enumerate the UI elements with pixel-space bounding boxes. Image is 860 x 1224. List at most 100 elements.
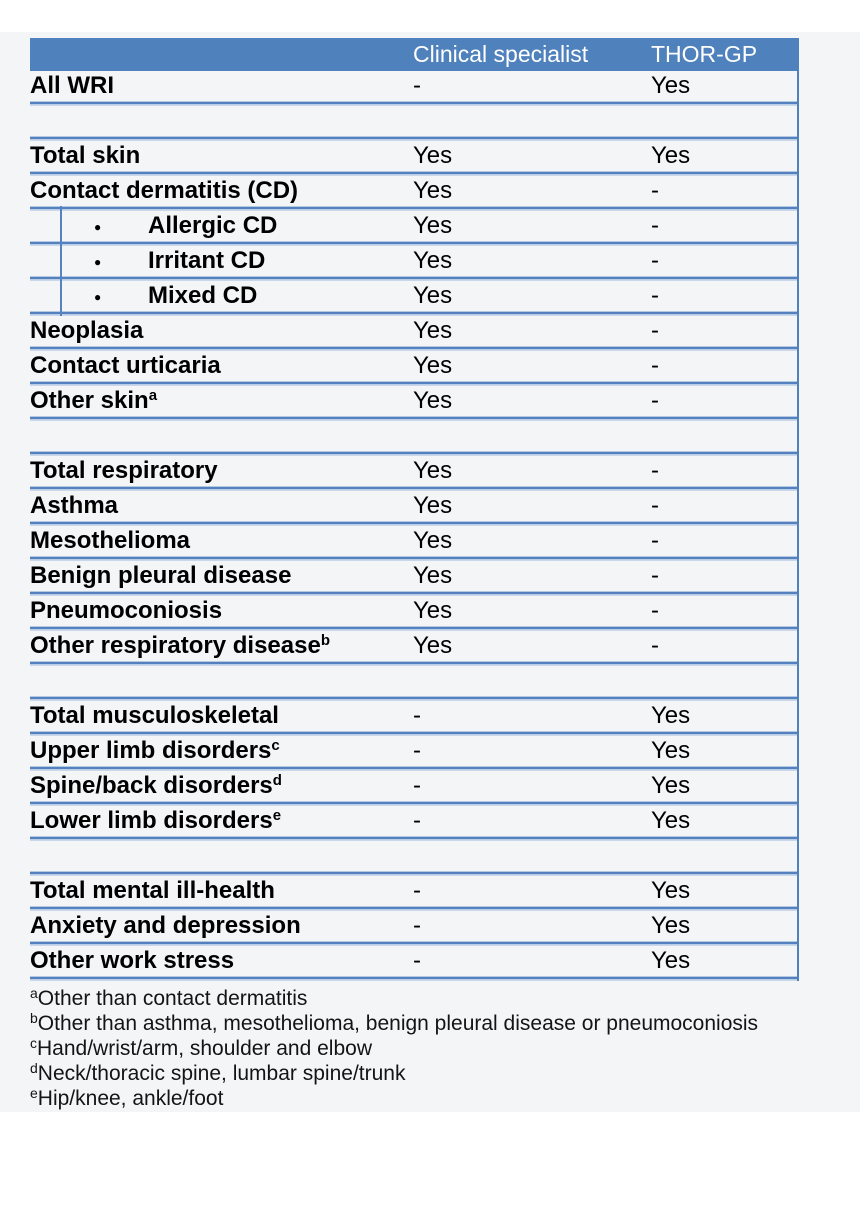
clinical-specialist-value: Yes: [413, 212, 453, 239]
bullet-icon: ●: [94, 255, 102, 269]
table-row: Other respiratory diseaseb Yes -: [30, 631, 797, 661]
row-divider: [30, 381, 797, 386]
thor-gp-value: Yes: [651, 772, 691, 799]
row-divider: [30, 171, 797, 176]
row-label-cell: Spine/back disordersd: [30, 771, 402, 801]
row-label-cell: [30, 666, 402, 696]
row-divider: [30, 416, 797, 421]
clinical-specialist-value: [402, 106, 635, 136]
row-divider: [30, 206, 797, 211]
row-label-cell: Mesothelioma: [30, 526, 402, 556]
label-superscript: b: [320, 632, 330, 649]
clinical-specialist-value: [402, 666, 635, 696]
footnote: aOther than contact dermatitis: [30, 985, 758, 1011]
row-label: Lower limb disorders: [30, 807, 273, 834]
thor-gp-value: -: [651, 457, 659, 484]
thor-gp-value: [635, 666, 797, 696]
row-divider: [30, 346, 797, 351]
table-row: All WRI - Yes: [30, 71, 797, 101]
row-label-cell: Neoplasia: [30, 316, 402, 346]
thor-gp-value: -: [651, 247, 659, 274]
footnote-text: Hand/wrist/arm, shoulder and elbow: [37, 1037, 372, 1060]
row-label-cell: Total mental ill-health: [30, 876, 402, 906]
clinical-specialist-value: -: [413, 807, 421, 834]
clinical-specialist-value: Yes: [413, 597, 453, 624]
clinical-specialist-value: -: [413, 772, 421, 799]
table-row: [30, 666, 797, 696]
row-divider: [30, 836, 797, 841]
row-label: Total musculoskeletal: [30, 702, 279, 729]
table-row: Benign pleural disease Yes -: [30, 561, 797, 591]
thor-gp-value: Yes: [651, 737, 691, 764]
row-divider: [30, 976, 797, 981]
clinical-specialist-value: [402, 421, 635, 451]
footnote-text: Neck/thoracic spine, lumbar spine/trunk: [37, 1062, 406, 1085]
column-header-condition: [30, 38, 402, 71]
row-label: Benign pleural disease: [30, 562, 292, 589]
table-row: [30, 841, 797, 871]
label-superscript: a: [148, 387, 158, 404]
footnote-marker: b: [30, 1010, 38, 1026]
table-row: Total mental ill-health - Yes: [30, 876, 797, 906]
row-label: Total skin: [30, 142, 141, 169]
label-superscript: c: [271, 737, 280, 754]
thor-gp-value: -: [651, 562, 659, 589]
table-row: Total skin Yes Yes: [30, 141, 797, 171]
clinical-specialist-value: Yes: [413, 527, 453, 554]
clinical-specialist-value: -: [413, 702, 421, 729]
table-row: [30, 106, 797, 136]
thor-gp-value: Yes: [651, 72, 691, 99]
footnotes: aOther than contact dermatitis bOther th…: [30, 985, 758, 1111]
row-label-cell: Pneumoconiosis: [30, 596, 402, 626]
row-divider: [30, 766, 797, 771]
footnote-marker: c: [30, 1035, 37, 1051]
table-row: Upper limb disordersc - Yes: [30, 736, 797, 766]
table-row: Pneumoconiosis Yes -: [30, 596, 797, 626]
table-row: Other skina Yes -: [30, 386, 797, 416]
thor-gp-value: -: [651, 317, 659, 344]
row-label-cell: Upper limb disordersc: [30, 736, 402, 766]
row-divider: [30, 661, 797, 666]
row-label: Asthma: [30, 492, 119, 519]
row-divider: [30, 941, 797, 946]
clinical-specialist-value: Yes: [413, 317, 453, 344]
footnote: eHip/knee, ankle/foot: [30, 1085, 758, 1111]
thor-gp-value: -: [651, 352, 659, 379]
row-divider: [30, 241, 797, 246]
thor-gp-value: [635, 421, 797, 451]
row-label-cell: ● Mixed CD: [30, 281, 402, 311]
thor-gp-value: Yes: [651, 947, 691, 974]
footnote: cHand/wrist/arm, shoulder and elbow: [30, 1035, 758, 1061]
footnote-marker: e: [30, 1085, 38, 1101]
row-label: Irritant CD: [148, 247, 266, 274]
column-header-clinical-specialist: Clinical specialist: [413, 41, 589, 67]
row-label-cell: Anxiety and depression: [30, 911, 402, 941]
row-label: Other skin: [30, 387, 149, 414]
table-row: Mesothelioma Yes -: [30, 526, 797, 556]
label-superscript: d: [272, 772, 282, 789]
row-label-cell: Other respiratory diseaseb: [30, 631, 402, 661]
thor-gp-value: Yes: [651, 702, 691, 729]
row-label: Upper limb disorders: [30, 737, 272, 764]
row-divider: [30, 696, 797, 701]
table-row: Asthma Yes -: [30, 491, 797, 521]
clinical-specialist-value: -: [413, 877, 421, 904]
row-label-cell: Other work stress: [30, 946, 402, 976]
thor-gp-value: -: [651, 212, 659, 239]
row-label: Pneumoconiosis: [30, 597, 223, 624]
table-row: ● Mixed CD Yes -: [30, 281, 797, 311]
row-label: All WRI: [30, 72, 114, 99]
column-header-thor-gp: THOR-GP: [651, 41, 758, 67]
thor-gp-value: -: [651, 527, 659, 554]
row-divider: [30, 556, 797, 561]
footnote-text: Hip/knee, ankle/foot: [37, 1087, 224, 1110]
row-label: Spine/back disorders: [30, 772, 273, 799]
row-label: Mixed CD: [148, 282, 258, 309]
table-row: Total respiratory Yes -: [30, 456, 797, 486]
footnote-marker: a: [30, 985, 38, 1001]
row-divider: [30, 871, 797, 876]
thor-gp-value: -: [651, 492, 659, 519]
footnote: bOther than asthma, mesothelioma, benign…: [30, 1010, 758, 1036]
table-row: Contact urticaria Yes -: [30, 351, 797, 381]
table-row: Spine/back disordersd - Yes: [30, 771, 797, 801]
